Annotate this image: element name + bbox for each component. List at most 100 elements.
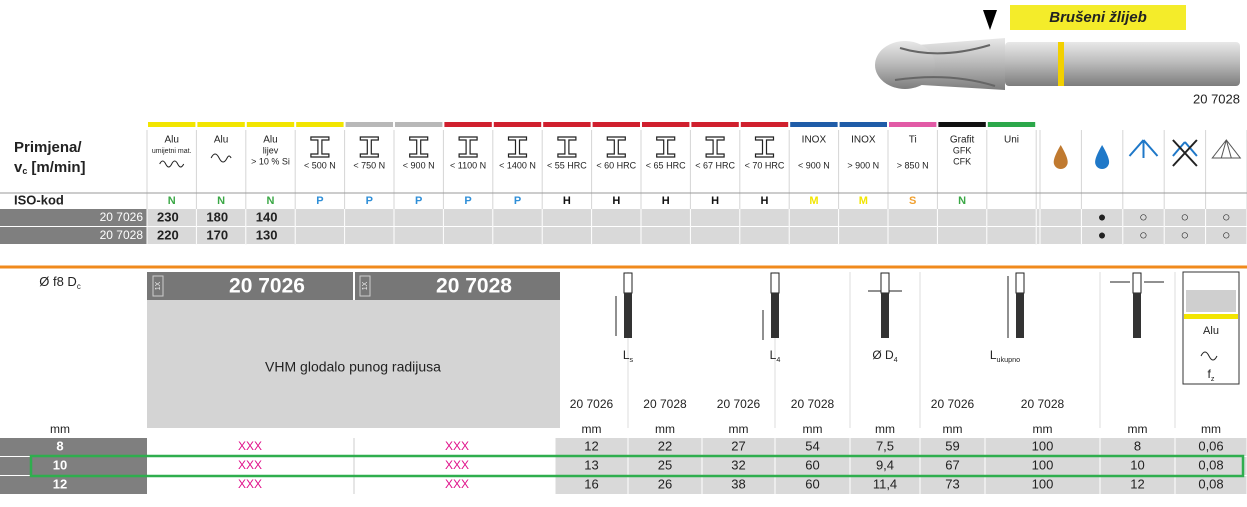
- product-code-header: 20 7028: [436, 275, 512, 298]
- oil-drop-icon: [1054, 145, 1068, 169]
- unit: mm: [582, 422, 602, 436]
- dc-value: 10: [53, 457, 67, 472]
- dc-header: Ø f8 Dc: [39, 274, 81, 291]
- dimension-value: 0,08: [1198, 457, 1223, 472]
- total-tool-flute: [1016, 293, 1024, 338]
- material-label: < 500 N: [304, 160, 336, 170]
- coolant-mark: ○: [1222, 227, 1230, 243]
- coolant-mark: ●: [1098, 227, 1106, 243]
- label-sub: ukupno: [997, 355, 1021, 364]
- dimension-value: 16: [584, 476, 598, 491]
- material-color-bar: [741, 122, 788, 127]
- iso-code: S: [909, 195, 916, 207]
- ibeam-shape: [410, 137, 428, 157]
- ibeam-shape: [756, 137, 774, 157]
- ibeam-icon: [706, 137, 724, 157]
- ls-tool-shank: [624, 273, 632, 293]
- sub-code: 20 7028: [643, 397, 687, 411]
- material-label: Alu: [164, 135, 178, 146]
- dimension-label: L4: [770, 348, 781, 364]
- coolant-mark: ○: [1181, 209, 1189, 225]
- ibeam-icon: [558, 137, 576, 157]
- availability: XXX: [445, 439, 469, 453]
- iso-code: H: [563, 195, 571, 207]
- material-label: GFK: [953, 145, 972, 155]
- qty-label: 1X: [362, 281, 369, 290]
- material-label: < 55 HRC: [547, 160, 587, 170]
- iso-code: N: [958, 195, 966, 207]
- l4-tool-flute: [771, 293, 779, 338]
- chip-icon: [160, 161, 184, 167]
- label-sub: s: [630, 355, 634, 364]
- cutting-speed: 220: [157, 227, 179, 242]
- unit: mm: [803, 422, 823, 436]
- row-band: [147, 227, 1247, 244]
- material-label: > 900 N: [847, 160, 879, 170]
- coolant-mark: ○: [1181, 227, 1189, 243]
- dimension-value: 25: [658, 457, 672, 472]
- iso-code: P: [316, 195, 323, 207]
- iso-code: P: [415, 195, 422, 207]
- material-label: Uni: [1004, 135, 1019, 146]
- unit: mm: [943, 422, 963, 436]
- material-label: Grafit: [950, 135, 975, 146]
- dimension-value: 73: [945, 476, 959, 491]
- material-color-bar: [840, 122, 887, 127]
- shank-tool-shank: [1133, 273, 1141, 293]
- material-label: < 67 HRC: [695, 160, 735, 170]
- iso-code: P: [366, 195, 373, 207]
- unit: mm: [655, 422, 675, 436]
- material-label: Alu: [214, 135, 228, 146]
- material-label: < 60 HRC: [596, 160, 636, 170]
- dc-cell: [0, 476, 147, 494]
- ibeam-icon: [311, 137, 329, 157]
- iso-label: ISO-kod: [14, 192, 64, 207]
- material-color-bar: [444, 122, 491, 127]
- unit: mm: [875, 422, 895, 436]
- unit: mm: [1128, 422, 1148, 436]
- d4-tool-flute: [881, 293, 889, 338]
- label-sub: 4: [894, 355, 898, 364]
- material-label: lijev: [263, 145, 279, 155]
- coolant-mark: ○: [1139, 227, 1147, 243]
- table-title: Primjena/: [14, 139, 82, 156]
- ibeam-shape: [706, 137, 724, 157]
- iso-code: M: [809, 195, 818, 207]
- material-label: < 1400 N: [499, 160, 536, 170]
- dimension-value: 26: [658, 476, 672, 491]
- material-color-bar: [395, 122, 442, 127]
- catalog-page: Brušeni žlijeb20 7028Primjena/vc[m/min]A…: [0, 0, 1247, 502]
- material-color-bar: [790, 122, 837, 127]
- description: VHM glodalo punog radijusa: [265, 359, 441, 375]
- dimension-value: 11,4: [873, 476, 897, 491]
- alu-label: Alu: [1203, 325, 1219, 337]
- dimension-label: Ø D4: [872, 348, 897, 364]
- dc-cell: [0, 438, 147, 456]
- material-label: INOX: [851, 135, 876, 146]
- material-color-bar: [197, 122, 244, 127]
- label-sub: 4: [776, 355, 780, 364]
- dimension-value: 7,5: [876, 438, 894, 453]
- iso-code: P: [514, 195, 521, 207]
- ibeam-shape: [657, 137, 675, 157]
- dimension-value: 67: [945, 457, 959, 472]
- unit: mm: [1201, 422, 1221, 436]
- cutting-speed: 170: [206, 227, 228, 242]
- fz-hatch: [1186, 290, 1236, 312]
- cutting-speed: 140: [256, 209, 278, 224]
- material-color-bar: [593, 122, 640, 127]
- ibeam-icon: [607, 137, 625, 157]
- iso-code: H: [662, 195, 670, 207]
- unit: mm: [1033, 422, 1053, 436]
- sub-code: 20 7026: [717, 397, 761, 411]
- sub-code: 20 7028: [791, 397, 835, 411]
- material-label: Alu: [263, 135, 277, 146]
- material-color-bar: [494, 122, 541, 127]
- label-main: Ø f8 D: [39, 274, 77, 289]
- iso-code: N: [168, 195, 176, 207]
- material-color-bar: [148, 122, 195, 127]
- page: Brušeni žlijeb20 7028Primjena/vc[m/min]A…: [0, 0, 1247, 502]
- dimension-value: 27: [731, 438, 745, 453]
- cutting-speed: 230: [157, 209, 179, 224]
- unit: mm: [729, 422, 749, 436]
